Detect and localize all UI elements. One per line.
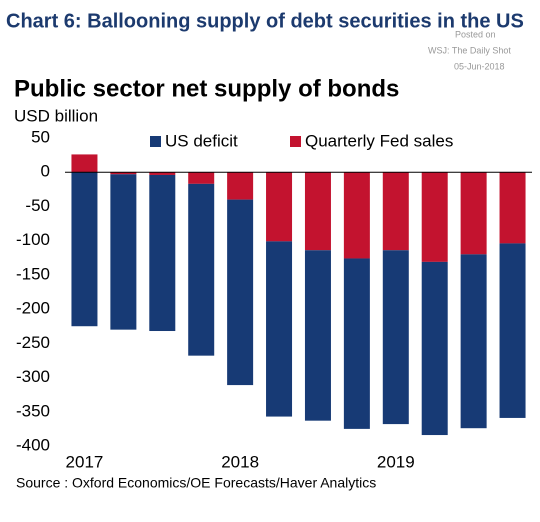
bar-segment: [188, 183, 215, 356]
legend-swatch: [150, 136, 161, 147]
y-tick-label: -100: [16, 230, 50, 249]
legend-label: US deficit: [165, 131, 238, 150]
subtitle: Public sector net supply of bonds: [14, 75, 399, 102]
y-tick-label: -300: [16, 367, 50, 386]
posted-date: 05-Jun-2018: [454, 61, 505, 71]
bar-segment: [499, 243, 526, 418]
bar-segment: [266, 241, 293, 417]
legend-label: Quarterly Fed sales: [305, 131, 453, 150]
bar-segment: [460, 254, 487, 429]
y-tick-label: -350: [16, 401, 50, 420]
bar-segment: [382, 172, 409, 251]
y-tick-label: -150: [16, 264, 50, 283]
bar-segment: [149, 174, 176, 332]
chart-title: Chart 6: Ballooning supply of debt secur…: [6, 10, 524, 32]
bar-segment: [110, 174, 137, 330]
bar-segment: [266, 172, 293, 242]
bar-segment: [382, 250, 409, 425]
bar-segment: [421, 261, 448, 436]
bar-segment: [499, 172, 526, 244]
bar-segment: [71, 172, 98, 327]
bar-segment: [304, 172, 331, 251]
bar-segment: [110, 172, 137, 175]
source-site: WSJ: The Daily Shot: [428, 45, 511, 55]
bar-segment: [304, 250, 331, 421]
x-tick-label: 2017: [66, 452, 104, 471]
bar-segment: [227, 199, 254, 386]
bar-segment: [149, 172, 176, 175]
y-tick-label: 50: [31, 127, 50, 146]
y-tick-label: -250: [16, 333, 50, 352]
bar-segment: [343, 172, 370, 259]
bar-segment: [71, 154, 98, 173]
x-tick-label: 2019: [377, 452, 415, 471]
bar-segment: [421, 172, 448, 262]
bar-segment: [227, 172, 254, 200]
source: Source : Oxford Economics/OE Forecasts/H…: [16, 475, 376, 491]
y-tick-label: -50: [25, 196, 50, 215]
y-tick-label: -400: [16, 435, 50, 454]
x-tick-label: 2018: [221, 452, 259, 471]
bar-segment: [460, 172, 487, 255]
y-tick-label: 0: [41, 162, 50, 181]
y-axis-label: USD billion: [14, 106, 98, 125]
posted-label: Posted on: [455, 29, 496, 39]
legend-swatch: [290, 136, 301, 147]
y-tick-label: -200: [16, 299, 50, 318]
bar-segment: [188, 172, 215, 184]
bar-segment: [343, 258, 370, 429]
